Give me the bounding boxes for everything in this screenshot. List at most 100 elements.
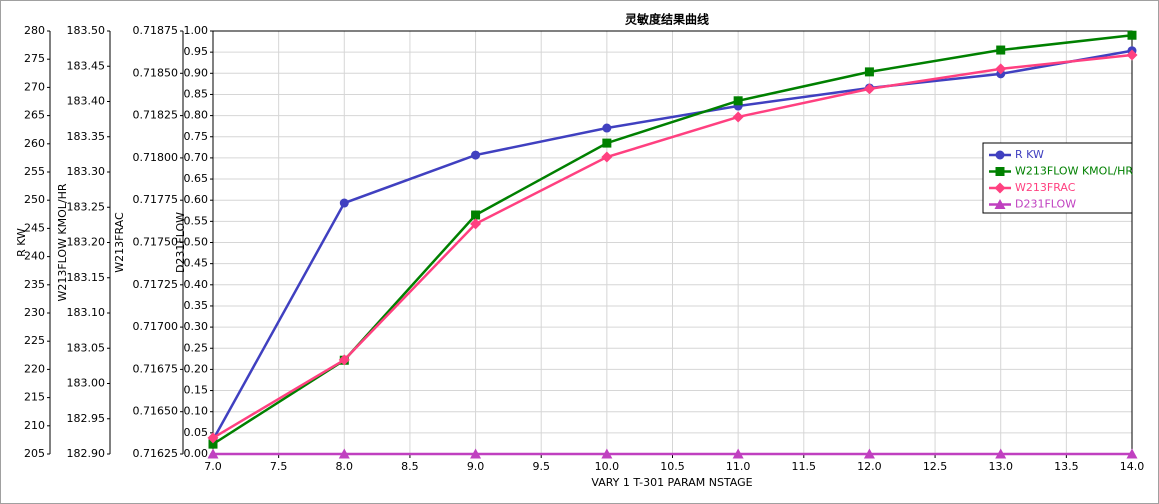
y-tick-label: 0.30 — [184, 320, 209, 333]
chart-title: 灵敏度结果曲线 — [625, 12, 709, 27]
y-tick-label: 0.15 — [184, 384, 209, 397]
x-tick-label: 8.0 — [336, 460, 354, 473]
x-tick-label: 9.5 — [532, 460, 550, 473]
x-tick-label: 12.5 — [923, 460, 948, 473]
legend-marker — [995, 150, 1005, 160]
y-tick-label: 0.50 — [184, 236, 209, 249]
y-tick-label: 0.00 — [184, 447, 209, 460]
y-tick-label: 183.40 — [67, 95, 106, 108]
x-tick-label: 9.0 — [467, 460, 485, 473]
y-tick-label: 225 — [24, 334, 45, 347]
data-point — [470, 448, 482, 459]
y-tick-label: 235 — [24, 278, 45, 291]
y-tick-label: 0.20 — [184, 362, 209, 375]
y-tick-label: 215 — [24, 391, 45, 404]
data-point — [602, 138, 612, 148]
y-tick-label: 250 — [24, 193, 45, 206]
x-tick-label: 13.5 — [1054, 460, 1079, 473]
y-tick-label: 0.71750 — [133, 236, 179, 249]
y-axis-label: D231FLOW — [174, 212, 187, 273]
legend-marker — [995, 167, 1005, 176]
x-tick-label: 10.5 — [660, 460, 685, 473]
data-point — [863, 448, 875, 459]
y-tick-label: 0.40 — [184, 278, 209, 291]
y-tick-label: 1.00 — [184, 24, 209, 37]
data-point — [1127, 30, 1137, 40]
y-tick-label: 0.95 — [184, 45, 209, 58]
legend-label: W213FRAC — [1015, 181, 1076, 194]
y-tick-label: 182.95 — [67, 412, 106, 425]
data-point — [471, 150, 481, 160]
y-tick-label: 240 — [24, 250, 45, 263]
data-point — [339, 198, 349, 208]
y-tick-label: 0.71850 — [133, 66, 179, 79]
data-point — [208, 439, 218, 449]
y-tick-label: 0.05 — [184, 426, 209, 439]
legend-marker — [994, 199, 1006, 209]
x-tick-label: 14.0 — [1120, 460, 1145, 473]
legend-label: W213FLOW KMOL/HR — [1015, 165, 1133, 178]
y-tick-label: 183.05 — [67, 341, 106, 354]
data-point — [995, 63, 1007, 75]
y-tick-label: 0.71800 — [133, 151, 179, 164]
y-tick-label: 210 — [24, 419, 45, 432]
y-tick-label: 280 — [24, 24, 45, 37]
y-tick-label: 0.71625 — [133, 447, 179, 460]
legend-label: R KW — [1015, 148, 1044, 161]
x-axis-label: VARY 1 T-301 PARAM NSTAGE — [591, 476, 752, 489]
y-tick-label: 0.75 — [184, 130, 209, 143]
y-tick-label: 0.70 — [184, 151, 209, 164]
y-tick-label: 183.20 — [67, 236, 106, 249]
y-tick-label: 205 — [24, 447, 45, 460]
y-tick-label: 220 — [24, 362, 45, 375]
data-point — [733, 96, 743, 106]
y-tick-label: 0.10 — [184, 405, 209, 418]
y-tick-label: 0.71725 — [133, 278, 179, 291]
legend-label: D231FLOW — [1015, 198, 1076, 211]
y-tick-label: 0.25 — [184, 341, 209, 354]
data-point — [471, 210, 481, 220]
y-tick-label: 183.25 — [67, 200, 106, 213]
data-point — [338, 448, 350, 459]
data-point — [601, 151, 613, 163]
y-tick-label: 183.30 — [67, 165, 106, 178]
x-tick-label: 12.0 — [857, 460, 882, 473]
y-axis-label: W213FLOW KMOL/HR — [56, 183, 69, 301]
y-tick-label: 183.50 — [67, 24, 106, 37]
y-tick-label: 255 — [24, 165, 45, 178]
data-point — [601, 448, 613, 459]
y-tick-label: 183.35 — [67, 130, 106, 143]
data-point — [338, 354, 350, 366]
y-tick-label: 0.71650 — [133, 405, 179, 418]
series-line — [211, 49, 1133, 441]
data-point — [995, 448, 1007, 459]
data-point — [207, 432, 219, 444]
y-axis-label: W213FRAC — [113, 212, 126, 273]
data-point — [1126, 49, 1138, 61]
y-tick-label: 182.90 — [67, 447, 106, 460]
y-tick-label: 270 — [24, 80, 45, 93]
x-tick-label: 8.5 — [401, 460, 419, 473]
y-axis-label: R KW — [15, 228, 28, 257]
x-tick-label: 11.0 — [726, 460, 751, 473]
y-tick-label: 0.71875 — [133, 24, 179, 37]
y-tick-label: 275 — [24, 52, 45, 65]
y-tick-label: 265 — [24, 109, 45, 122]
data-point — [1126, 448, 1138, 459]
data-point — [996, 45, 1006, 55]
x-tick-label: 13.0 — [988, 460, 1013, 473]
y-tick-label: 260 — [24, 137, 45, 150]
y-tick-label: 183.00 — [67, 377, 106, 390]
data-point — [864, 67, 874, 77]
y-tick-label: 183.45 — [67, 59, 106, 72]
x-tick-label: 11.5 — [792, 460, 817, 473]
y-tick-label: 0.85 — [184, 87, 209, 100]
x-tick-label: 7.0 — [204, 460, 222, 473]
y-tick-label: 0.35 — [184, 299, 209, 312]
y-tick-label: 0.71675 — [133, 362, 179, 375]
legend-marker — [994, 182, 1006, 194]
data-point — [732, 111, 744, 123]
y-tick-label: 0.90 — [184, 66, 209, 79]
